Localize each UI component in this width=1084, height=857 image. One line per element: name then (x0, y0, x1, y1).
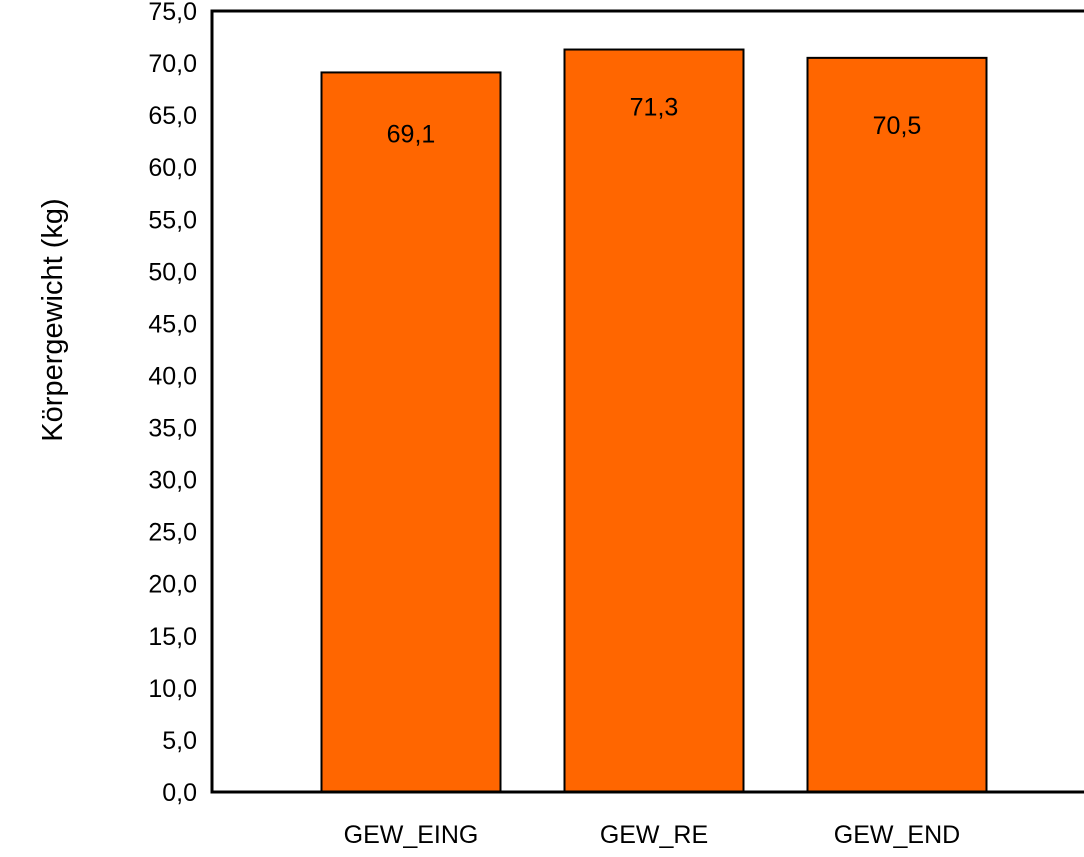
y-tick-label: 5,0 (162, 727, 197, 755)
y-tick-label: 50,0 (148, 258, 197, 286)
y-tick-label: 25,0 (148, 519, 197, 547)
bar-gew-end (806, 56, 988, 794)
y-tick-label: 75,0 (148, 0, 197, 26)
bar-value-label: 70,5 (873, 112, 922, 140)
y-axis-title: Körpergewicht (kg) (37, 198, 69, 441)
bar-value-label: 69,1 (387, 120, 436, 148)
y-axis-ticks: 0,0 5,0 10,0 15,0 20,0 25,0 30,0 35,0 40,0 45,0 50… (148, 0, 197, 807)
y-tick-label: 65,0 (148, 102, 197, 130)
x-axis-labels: GEW_EING GEW_RE GEW_END (344, 821, 961, 849)
bar-gew-eing (320, 71, 502, 794)
y-tick-label: 15,0 (148, 623, 197, 651)
y-tick-label: 60,0 (148, 154, 197, 182)
bar-value-labels: 69,1 71,3 70,5 (387, 94, 922, 149)
y-tick-label: 45,0 (148, 310, 197, 338)
y-tick-label: 0,0 (162, 779, 197, 807)
y-tick-label: 20,0 (148, 571, 197, 599)
x-axis-label: GEW_EING (344, 821, 479, 849)
x-axis-label: GEW_END (834, 821, 960, 849)
y-tick-label: 70,0 (148, 50, 197, 78)
bars (320, 48, 988, 794)
y-tick-label: 55,0 (148, 206, 197, 234)
x-axis-label: GEW_RE (600, 821, 708, 849)
y-tick-label: 35,0 (148, 415, 197, 443)
y-tick-label: 10,0 (148, 675, 197, 703)
bar-value-label: 71,3 (630, 94, 679, 122)
y-tick-label: 40,0 (148, 362, 197, 390)
y-tick-label: 30,0 (148, 467, 197, 495)
bar-gew-re (563, 48, 745, 793)
plot-frame (210, 9, 1084, 794)
